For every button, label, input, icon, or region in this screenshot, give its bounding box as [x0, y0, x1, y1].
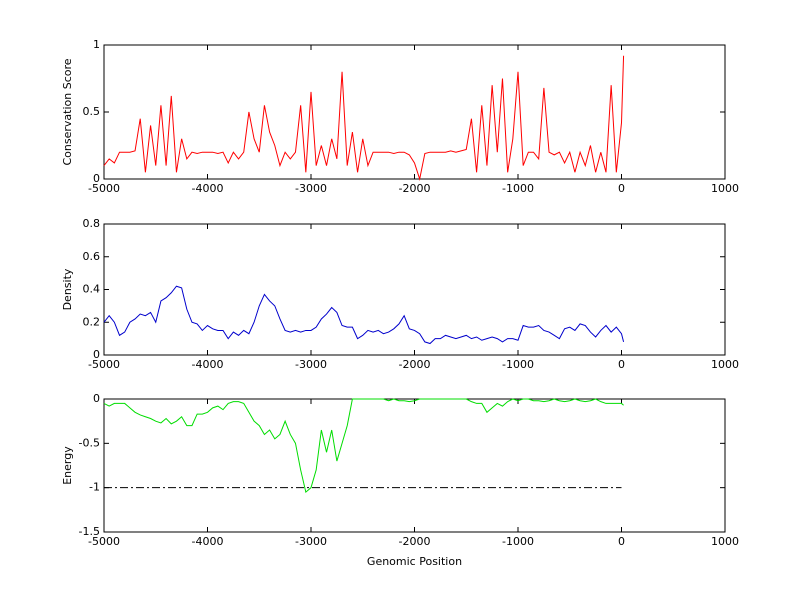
- x-tick-label: -4000: [192, 358, 224, 371]
- x-tick-label: 1000: [711, 358, 739, 371]
- y-tick-label: 0: [93, 172, 100, 185]
- y-tick-label: -1.5: [79, 525, 100, 538]
- y-tick-label: 0.5: [83, 105, 101, 118]
- y-tick-label: 0.6: [83, 250, 101, 263]
- x-tick-label: 0: [618, 358, 625, 371]
- y-axis-label: Energy: [61, 446, 74, 485]
- axes-box: [103, 398, 726, 533]
- axes-box: [103, 223, 726, 356]
- x-tick-label: -5000: [88, 182, 120, 195]
- y-tick-label: 0.8: [83, 217, 101, 230]
- y-tick-label: -1: [89, 481, 100, 494]
- y-axis-label: Density: [61, 268, 74, 310]
- x-tick-label: 1000: [711, 182, 739, 195]
- x-tick-label: 0: [618, 535, 625, 548]
- x-tick-label: -3000: [295, 182, 327, 195]
- x-axis-label: Genomic Position: [367, 555, 462, 568]
- x-tick-label: 1000: [711, 535, 739, 548]
- x-tick-label: -5000: [88, 358, 120, 371]
- x-tick-label: -1000: [502, 358, 534, 371]
- data-line: [103, 55, 625, 181]
- y-axis-label: Conservation Score: [61, 58, 74, 165]
- x-tick-label: -2000: [399, 358, 431, 371]
- y-tick-label: -0.5: [79, 436, 100, 449]
- x-tick-label: -2000: [399, 182, 431, 195]
- x-tick-label: 0: [618, 182, 625, 195]
- y-tick-label: 1: [93, 38, 100, 51]
- y-tick-label: 0.2: [83, 315, 101, 328]
- x-tick-label: -3000: [295, 358, 327, 371]
- x-tick-label: -1000: [502, 535, 534, 548]
- data-line: [103, 398, 624, 494]
- y-tick-label: 0.4: [83, 283, 101, 296]
- y-tick-label: 0: [93, 392, 100, 405]
- x-tick-label: -3000: [295, 535, 327, 548]
- data-line: [103, 285, 625, 345]
- x-tick-label: -4000: [192, 182, 224, 195]
- x-tick-label: -5000: [88, 535, 120, 548]
- y-tick-label: 0: [93, 348, 100, 361]
- x-tick-label: -2000: [399, 535, 431, 548]
- x-tick-label: -4000: [192, 535, 224, 548]
- x-tick-label: -1000: [502, 182, 534, 195]
- axes-box: [103, 44, 726, 180]
